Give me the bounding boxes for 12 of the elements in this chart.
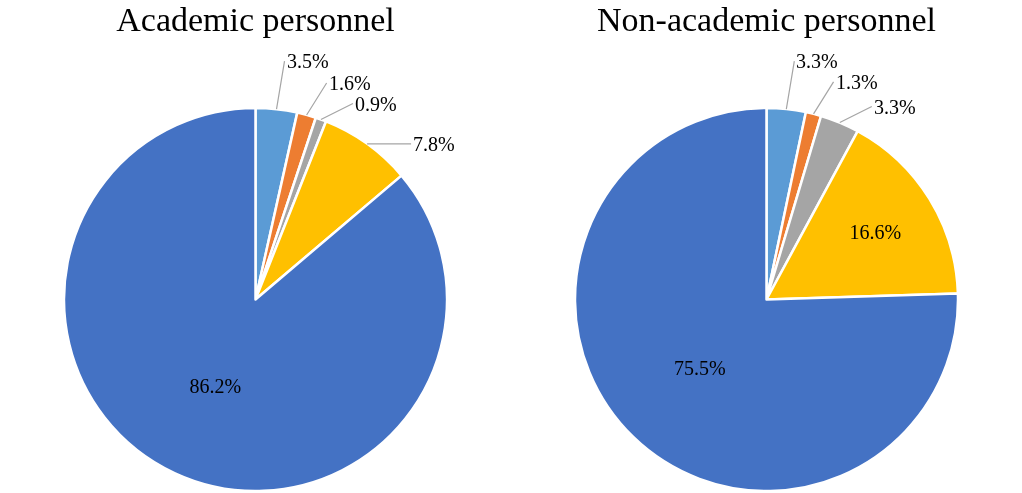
data-label: 7.8% bbox=[413, 133, 455, 155]
data-label: 1.6% bbox=[329, 72, 371, 94]
data-label: 3.3% bbox=[874, 96, 916, 118]
data-label: 86.2% bbox=[189, 375, 242, 398]
data-label: 1.3% bbox=[836, 71, 878, 93]
chart-title: Academic personnel bbox=[116, 1, 395, 39]
data-label: 3.3% bbox=[796, 50, 838, 72]
data-label: 16.6% bbox=[849, 221, 902, 244]
data-label: 3.5% bbox=[287, 50, 329, 72]
data-label: 75.5% bbox=[674, 357, 726, 380]
data-label: 0.9% bbox=[355, 93, 397, 115]
chart-title: Non-academic personnel bbox=[597, 1, 936, 39]
